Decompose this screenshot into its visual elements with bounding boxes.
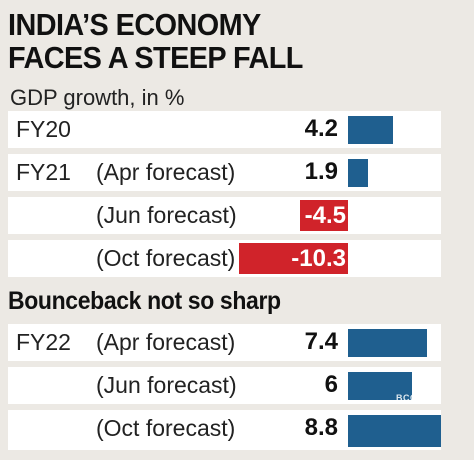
chart-title: INDIA’S ECONOMY FACES A STEEP FALL bbox=[8, 8, 303, 74]
fiscal-year-label: FY21 bbox=[16, 159, 71, 185]
forecast-label: (Oct forecast) bbox=[96, 245, 236, 271]
bar bbox=[348, 415, 441, 447]
section-title-bounceback: Bounceback not so sharp bbox=[8, 287, 281, 315]
table-row: (Jun forecast) 6 bbox=[8, 367, 441, 404]
table-row: FY22 (Apr forecast) 7.4 bbox=[8, 324, 441, 361]
table-row: (Jun forecast) -4.5 bbox=[8, 197, 441, 234]
bar bbox=[348, 372, 413, 400]
fiscal-year-label: FY22 bbox=[16, 329, 71, 355]
forecast-label: (Apr forecast) bbox=[96, 159, 236, 185]
chart-subtitle: GDP growth, in % bbox=[10, 85, 185, 110]
bar bbox=[348, 116, 393, 144]
chart-title-line-2: FACES A STEEP FALL bbox=[8, 40, 303, 75]
forecast-label: (Apr forecast) bbox=[96, 329, 236, 355]
data-label: -4.5 bbox=[304, 202, 346, 229]
table-row: (Oct forecast) 8.8 bbox=[8, 410, 441, 450]
chart-title-line-1: INDIA’S ECONOMY bbox=[8, 7, 261, 42]
negative-bar bbox=[238, 243, 348, 274]
forecast-label: (Oct forecast) bbox=[96, 415, 236, 441]
forecast-label: (Jun forecast) bbox=[96, 202, 237, 228]
forecast-label: (Jun forecast) bbox=[96, 372, 237, 398]
negative-bar bbox=[300, 200, 348, 231]
watermark-text: BCCL bbox=[396, 393, 423, 403]
data-label: 7.4 bbox=[304, 328, 338, 355]
table-row: FY20 4.2 bbox=[8, 111, 441, 148]
table-row: FY21 (Apr forecast) 1.9 bbox=[8, 154, 441, 191]
data-label: -10.3 bbox=[291, 245, 346, 272]
table-row: (Oct forecast) -10.3 bbox=[8, 240, 441, 277]
data-label: 6 bbox=[324, 371, 338, 398]
data-label: 1.9 bbox=[304, 158, 338, 185]
fiscal-year-label: FY20 bbox=[16, 116, 71, 142]
data-label: 8.8 bbox=[304, 414, 338, 441]
bar bbox=[348, 159, 369, 187]
data-label: 4.2 bbox=[304, 115, 338, 142]
bar bbox=[348, 329, 428, 357]
